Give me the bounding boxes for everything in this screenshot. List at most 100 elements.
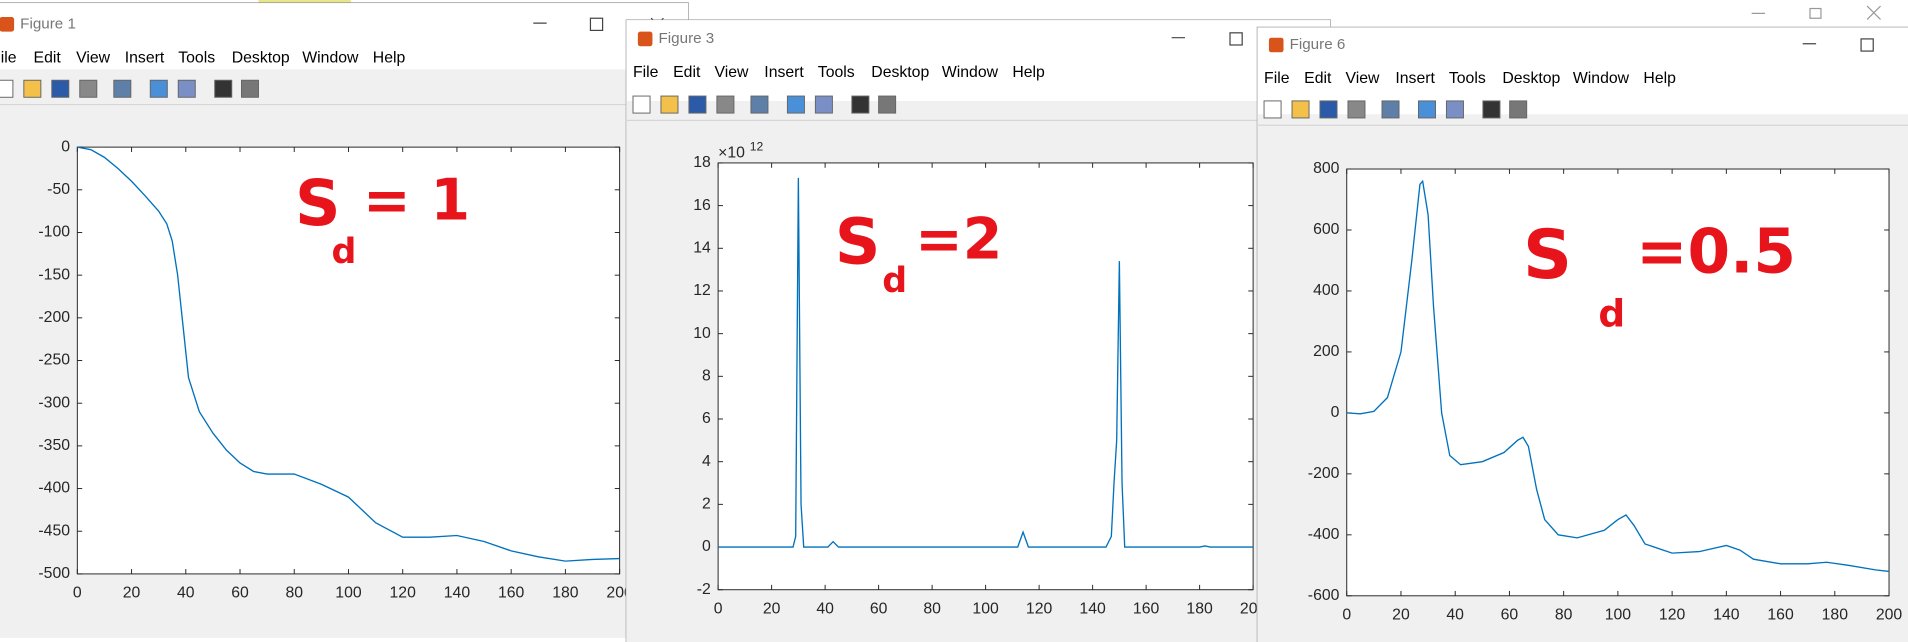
- menu-item[interactable]: ile: [1, 50, 17, 67]
- toolbar-button[interactable]: [1417, 100, 1436, 119]
- x-tick-label: 0: [73, 585, 82, 602]
- toolbar-button[interactable]: [632, 95, 651, 114]
- y-tick-label: -350: [38, 437, 70, 454]
- menu-item[interactable]: Desktop: [232, 50, 290, 67]
- x-tick-label: 180: [1186, 600, 1213, 617]
- x-tick-label: 80: [923, 600, 941, 617]
- toolbar-button[interactable]: [1347, 100, 1366, 119]
- toolbar-button[interactable]: [1445, 100, 1464, 119]
- menu-item[interactable]: Help: [1643, 70, 1676, 87]
- menu-bar: [626, 74, 1330, 101]
- menu-item[interactable]: Desktop: [1502, 70, 1560, 87]
- menu-item[interactable]: View: [714, 64, 749, 81]
- y-tick-label: 10: [693, 325, 711, 342]
- toolbar-button[interactable]: [113, 79, 132, 98]
- window-title: Figure 1: [20, 15, 76, 32]
- menu-item[interactable]: Tools: [818, 64, 855, 81]
- annotation-subscript: d: [1598, 292, 1625, 336]
- maximize-button[interactable]: [589, 17, 604, 32]
- menu-item[interactable]: Help: [373, 50, 406, 67]
- axis-exponent-base: ×10: [718, 144, 745, 161]
- menu-item[interactable]: Edit: [34, 50, 62, 67]
- x-tick-label: 180: [552, 585, 579, 602]
- toolbar-button[interactable]: [1381, 100, 1400, 119]
- toolbar-button[interactable]: [716, 95, 735, 114]
- menu-item[interactable]: View: [1346, 70, 1381, 87]
- annotation-suffix: = 1: [363, 168, 470, 234]
- y-tick-label: 14: [693, 239, 711, 256]
- menu-item[interactable]: Insert: [125, 50, 165, 67]
- menu-item[interactable]: File: [1264, 70, 1290, 87]
- x-tick-label: 100: [1605, 606, 1632, 623]
- menu-item[interactable]: View: [76, 50, 111, 67]
- y-tick-label: 16: [693, 197, 711, 214]
- x-tick-label: 120: [390, 585, 417, 602]
- axes-background: [76, 146, 621, 575]
- toolbar-button[interactable]: [149, 79, 168, 98]
- annotation-suffix: =2: [915, 207, 1002, 273]
- menu-item[interactable]: Help: [1012, 64, 1045, 81]
- toolbar-button[interactable]: [688, 95, 707, 114]
- x-tick-label: 40: [177, 585, 195, 602]
- menu-item[interactable]: Tools: [178, 50, 215, 67]
- toolbar-button[interactable]: [1263, 100, 1282, 119]
- y-tick-label: -450: [38, 522, 70, 539]
- toolbar-button[interactable]: [851, 95, 870, 114]
- y-tick-label: 200: [1313, 343, 1340, 360]
- toolbar-button[interactable]: [878, 95, 897, 114]
- x-tick-label: 60: [1501, 606, 1519, 623]
- menu-item[interactable]: Tools: [1449, 70, 1486, 87]
- toolbar-button[interactable]: [1482, 100, 1501, 119]
- toolbar-button[interactable]: [786, 95, 805, 114]
- menu-item[interactable]: Desktop: [871, 64, 929, 81]
- window-icon: [0, 17, 15, 32]
- x-tick-label: 20: [123, 585, 141, 602]
- menu-item[interactable]: Window: [302, 50, 359, 67]
- y-tick-label: -200: [38, 309, 70, 326]
- y-tick-label: 0: [61, 138, 70, 155]
- menu-item[interactable]: Insert: [1395, 70, 1435, 87]
- y-tick-label: -50: [47, 181, 70, 198]
- y-tick-label: 800: [1313, 160, 1340, 177]
- toolbar-button[interactable]: [23, 79, 42, 98]
- menu-item[interactable]: Edit: [1304, 70, 1332, 87]
- menu-item[interactable]: Insert: [764, 64, 804, 81]
- toolbar-button[interactable]: [1319, 100, 1338, 119]
- maximize-button[interactable]: [1229, 32, 1243, 46]
- y-tick-label: -200: [1308, 465, 1340, 482]
- toolbar-button[interactable]: [240, 79, 259, 98]
- y-tick-label: -300: [38, 394, 70, 411]
- toolbar-button[interactable]: [214, 79, 233, 98]
- y-tick-label: 4: [702, 453, 711, 470]
- toolbar-button[interactable]: [814, 95, 833, 114]
- figure-window: Figure 1 ile Edit View Insert Tools Desktop Win…: [0, 2, 689, 638]
- x-tick-label: 140: [444, 585, 471, 602]
- toolbar-button[interactable]: [51, 79, 70, 98]
- x-tick-label: 120: [1026, 600, 1053, 617]
- toolbar-button[interactable]: [79, 79, 98, 98]
- annotation: S: [295, 166, 341, 240]
- maximize-button[interactable]: [1860, 38, 1874, 52]
- menu-item[interactable]: Window: [942, 64, 999, 81]
- toolbar-button[interactable]: [750, 95, 769, 114]
- toolbar-button[interactable]: [1509, 100, 1528, 119]
- annotation-suffix: =0.5: [1636, 216, 1796, 287]
- y-tick-label: -500: [38, 565, 70, 582]
- toolbar-button[interactable]: [1291, 100, 1310, 119]
- toolbar-button[interactable]: [177, 79, 196, 98]
- window-icon: [637, 31, 653, 47]
- menu-item[interactable]: File: [633, 64, 659, 81]
- menu-item[interactable]: Edit: [673, 64, 701, 81]
- x-tick-label: 80: [285, 585, 303, 602]
- x-tick-label: 160: [498, 585, 525, 602]
- toolbar-button[interactable]: [660, 95, 679, 114]
- annotation-subscript: d: [331, 232, 356, 272]
- toolbar-button[interactable]: [0, 79, 14, 98]
- y-tick-label: 12: [693, 282, 711, 299]
- menu-item[interactable]: Window: [1573, 70, 1630, 87]
- menu-bar: [1257, 87, 1908, 115]
- y-tick-label: 0: [1331, 404, 1340, 421]
- x-tick-label: 20: [1392, 606, 1410, 623]
